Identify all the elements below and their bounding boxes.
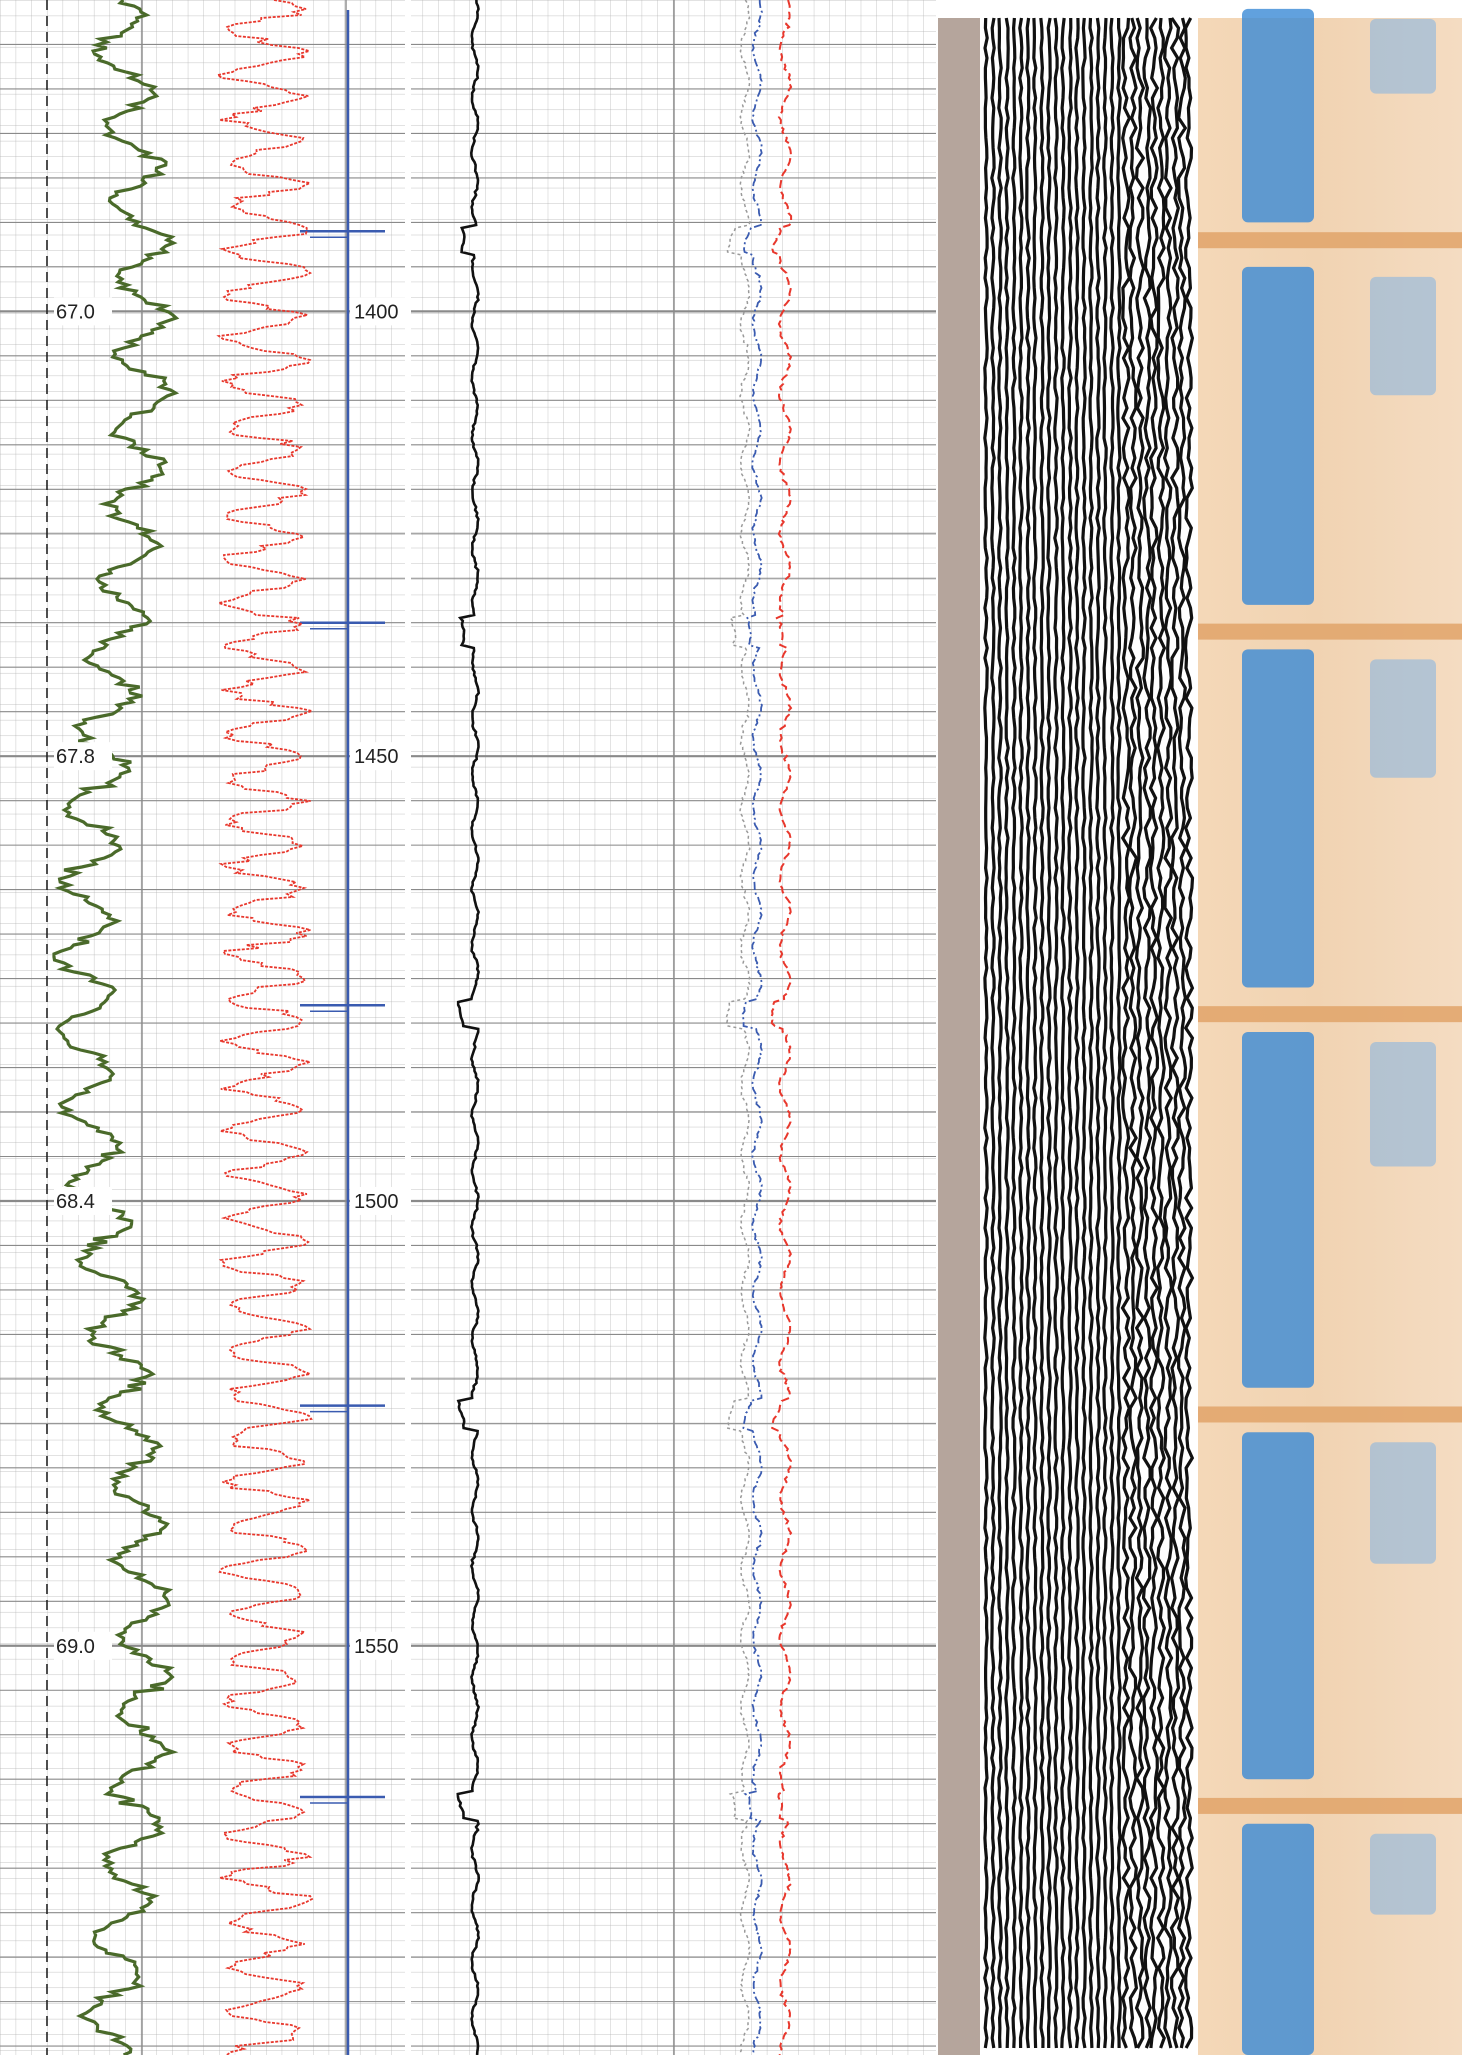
waveform-trace [1018, 17, 1024, 2049]
track4-red-curve [770, 0, 793, 2055]
scale-label-bg [54, 297, 112, 326]
image-blue-band [1242, 649, 1314, 988]
waveform-trace [1095, 17, 1101, 2049]
track2-green-curve [52, 0, 180, 2055]
track4-gray-curve [725, 0, 751, 2055]
waveform-trace [1183, 17, 1195, 2049]
depth-label-bg [350, 1186, 408, 1215]
scale-label-bg [54, 1186, 112, 1215]
waveform-trace [1169, 17, 1181, 2049]
image-layer-boundary [1198, 1797, 1462, 1814]
waveform-traces [983, 17, 1195, 2049]
scale-label-bg [54, 1631, 112, 1660]
waveform-trace [990, 17, 996, 2049]
waveform-trace [1081, 17, 1087, 2049]
image-layer-boundary [1198, 1006, 1462, 1023]
image-blue-band [1242, 1031, 1314, 1388]
waveform-trace [1004, 17, 1010, 2049]
waveform-trace [1162, 17, 1174, 2049]
waveform-trace [983, 17, 989, 2049]
waveform-trace [1102, 17, 1108, 2049]
image-light-blue-band [1370, 1833, 1436, 1915]
depth-tick-label: 1550 [354, 1636, 399, 1658]
waveform-trace [1155, 17, 1167, 2049]
image-blue-band [1242, 1432, 1314, 1780]
waveform-trace [1025, 17, 1031, 2049]
image-light-blue-band [1370, 18, 1436, 94]
waveform-trace [1011, 17, 1017, 2049]
image-light-blue-band [1370, 659, 1436, 778]
waveform-trace [1053, 17, 1059, 2049]
image-layer-boundary [1198, 1406, 1462, 1423]
scale-tick-label: 69.0 [56, 1636, 95, 1658]
waveform-trace [997, 17, 1003, 2049]
waveform-trace [1074, 17, 1080, 2049]
blue-marker-group [300, 230, 385, 1804]
image-light-blue-band [1370, 1442, 1436, 1564]
image-blue-band [1242, 266, 1314, 605]
scale-tick-label: 67.8 [56, 746, 95, 768]
waveform-trace [1176, 17, 1188, 2049]
waveform-trace [1060, 17, 1066, 2049]
track3-black-curve [456, 0, 481, 2055]
major-grid-lines [0, 0, 938, 2055]
image-blue-band [1242, 1823, 1314, 2055]
depth-tick-label: 1500 [354, 1191, 399, 1213]
depth-tick-label: 1400 [354, 301, 399, 323]
waveform-trace [1046, 17, 1052, 2048]
scale-tick-label: 67.0 [56, 301, 95, 323]
waveform-trace [1120, 17, 1132, 2049]
depth-tick-label: 1450 [354, 746, 399, 768]
image-blue-band [1242, 8, 1314, 223]
image-light-blue-band [1370, 1041, 1436, 1167]
depth-label-bg [350, 1631, 408, 1660]
waveform-trace [1141, 17, 1153, 2049]
scale-tick-label: 68.4 [56, 1191, 95, 1213]
depth-label-bg [350, 297, 408, 326]
track-left-grid [0, 0, 408, 2055]
image-log-bands [1198, 8, 1462, 2055]
depth-tick-labels: 1400 1450 1500 1550 [350, 297, 408, 1660]
waveform-trace [1039, 17, 1045, 2049]
brown-strip [938, 18, 980, 2055]
image-layer-boundary [1198, 623, 1462, 640]
waveform-trace [1032, 17, 1038, 2049]
depth-label-bg [350, 742, 408, 771]
track2-red-curve [215, 0, 316, 2055]
waveform-trace [1134, 17, 1146, 2049]
waveform-trace [1067, 17, 1073, 2049]
track-middle-grid [408, 0, 938, 2055]
waveform-trace [1148, 17, 1160, 2049]
waveform-trace [1127, 17, 1139, 2049]
scale-label-bg [54, 742, 112, 771]
waveform-trace [1109, 17, 1115, 2049]
track2-scale-labels: 67.0 67.8 68.4 69.0 [54, 297, 112, 1660]
waveform-trace [1116, 18, 1122, 2049]
image-light-blue-band [1370, 276, 1436, 396]
image-layer-boundary [1198, 232, 1462, 249]
waveform-trace [1088, 17, 1094, 2049]
